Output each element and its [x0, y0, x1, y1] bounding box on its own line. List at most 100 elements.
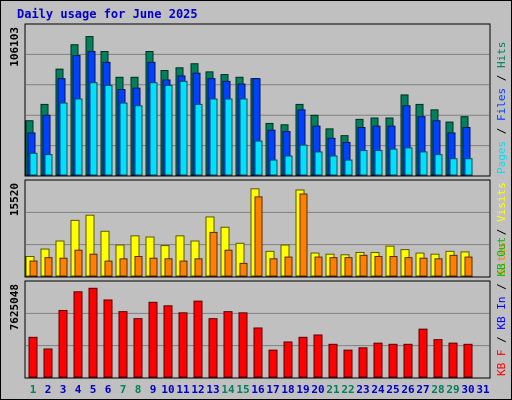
x-tick-day-4: 4: [75, 383, 82, 396]
bar-sites-day-23: [359, 254, 368, 277]
bar-kb-f-day-9: [148, 301, 158, 378]
bar-sites-day-2: [44, 257, 53, 277]
bar-sites-day-29: [449, 254, 458, 277]
bar-sites-day-5: [89, 253, 98, 277]
bar-kb-f-day-5: [88, 287, 98, 378]
bar-pages-day-27: [419, 151, 428, 176]
x-tick-day-23: 23: [356, 383, 369, 396]
bar-kb-f-day-19: [298, 336, 308, 378]
x-tick-day-6: 6: [105, 383, 112, 396]
bar-kb-f-day-2: [43, 348, 53, 378]
bar-pages-day-4: [74, 98, 83, 176]
x-tick-day-11: 11: [176, 383, 190, 396]
bar-pages-day-5: [89, 82, 98, 176]
bar-kb-f-day-27: [418, 328, 428, 378]
legend-hits-files-pages: Pages / Files / Hits: [495, 42, 508, 175]
bar-pages-day-22: [344, 159, 353, 176]
x-tick-day-16: 16: [251, 383, 265, 396]
x-tick-day-13: 13: [206, 383, 219, 396]
bar-kb-f-day-7: [118, 311, 128, 378]
x-tick-day-9: 9: [150, 383, 157, 396]
x-tick-day-24: 24: [371, 383, 385, 396]
bar-pages-day-7: [119, 102, 128, 176]
bar-sites-day-12: [194, 258, 203, 277]
bar-sites-day-3: [59, 257, 68, 277]
bar-kb-f-day-28: [433, 339, 443, 378]
bar-sites-day-6: [104, 260, 113, 277]
bar-kb-f-day-16: [253, 327, 263, 378]
bar-pages-day-25: [389, 148, 398, 176]
bar-pages-day-1: [29, 152, 38, 176]
legend-entry: KB In: [495, 297, 508, 330]
x-tick-day-1: 1: [30, 383, 37, 396]
bar-sites-day-10: [164, 258, 173, 277]
bar-pages-day-14: [224, 98, 233, 176]
bar-sites-day-16: [254, 196, 263, 277]
bar-kb-f-day-4: [73, 291, 83, 378]
bar-sites-day-27: [419, 257, 428, 277]
bar-pages-day-2: [44, 154, 53, 176]
bar-sites-day-1: [29, 260, 38, 277]
x-tick-day-10: 10: [161, 383, 174, 396]
x-tick-day-30: 30: [461, 383, 474, 396]
bar-sites-day-30: [464, 256, 473, 277]
legend-visits-sites: Sites / Visits: [495, 182, 508, 275]
bar-pages-day-20: [314, 151, 323, 176]
x-tick-day-27: 27: [416, 383, 429, 396]
bar-kb-f-day-14: [223, 311, 233, 378]
bar-kb-f-day-6: [103, 299, 113, 378]
x-tick-day-7: 7: [120, 383, 127, 396]
bar-sites-day-17: [269, 258, 278, 277]
bar-kb-f-day-18: [283, 341, 293, 378]
legend-entry: KB F: [495, 350, 508, 377]
bar-sites-day-24: [374, 256, 383, 277]
bar-kb-f-day-10: [163, 305, 173, 378]
bar-pages-day-23: [359, 150, 368, 176]
bar-pages-day-12: [194, 103, 203, 176]
bar-kb-f-day-24: [373, 342, 383, 378]
bar-pages-day-9: [149, 82, 158, 176]
bar-sites-day-13: [209, 231, 218, 277]
bar-kb-f-day-15: [238, 312, 248, 378]
x-tick-day-12: 12: [191, 383, 204, 396]
bar-sites-day-4: [74, 249, 83, 277]
bar-kb-f-day-20: [313, 334, 323, 378]
bar-pages-day-15: [239, 98, 248, 176]
y-max-label: 15520: [8, 183, 21, 216]
x-tick-day-28: 28: [431, 383, 444, 396]
bar-sites-day-26: [404, 257, 413, 277]
bar-pages-day-13: [209, 98, 218, 176]
x-tick-day-18: 18: [281, 383, 294, 396]
bar-pages-day-24: [374, 150, 383, 176]
x-tick-day-5: 5: [90, 383, 97, 396]
bar-pages-day-19: [299, 144, 308, 176]
bar-sites-day-9: [149, 257, 158, 277]
x-tick-day-3: 3: [60, 383, 67, 396]
x-tick-day-2: 2: [45, 383, 52, 396]
bar-kb-f-day-3: [58, 309, 68, 378]
legend-entry: KB Out: [495, 237, 508, 277]
bar-kb-f-day-13: [208, 318, 218, 378]
bar-pages-day-21: [329, 155, 338, 176]
x-tick-day-21: 21: [326, 383, 340, 396]
x-tick-day-17: 17: [266, 383, 279, 396]
bar-sites-day-21: [329, 257, 338, 277]
bar-sites-day-28: [434, 258, 443, 277]
bar-pages-day-30: [464, 158, 473, 176]
legend-entry: Files: [495, 88, 508, 121]
bar-kb-f-day-26: [403, 343, 413, 378]
bar-pages-day-28: [434, 154, 443, 176]
bar-pages-day-10: [164, 84, 173, 176]
bar-kb-f-day-12: [193, 300, 203, 378]
legend-entry: Visits: [495, 182, 508, 222]
bar-kb-f-day-23: [358, 347, 368, 378]
x-tick-day-25: 25: [386, 383, 399, 396]
x-tick-day-20: 20: [311, 383, 324, 396]
legend-kbf-kbin-kbout: KB F / KB In / KB Out: [495, 237, 508, 376]
legend-entry: Sites: [495, 242, 508, 275]
bar-sites-day-18: [284, 256, 293, 277]
bar-pages-day-16: [254, 140, 263, 176]
bar-kb-f-day-29: [448, 342, 458, 378]
x-tick-day-14: 14: [221, 383, 235, 396]
bar-sites-day-22: [344, 257, 353, 277]
